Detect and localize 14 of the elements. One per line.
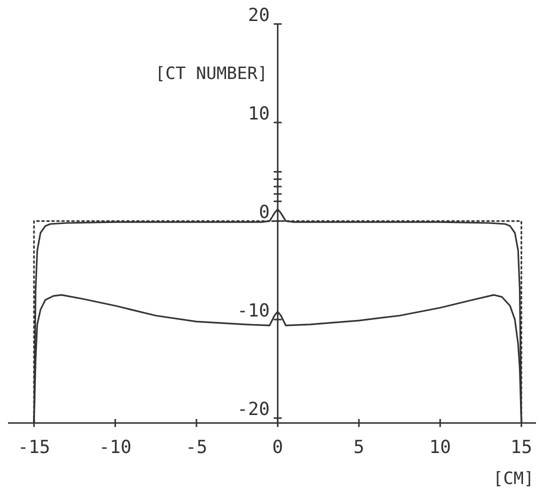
x-tick-label: 0 <box>272 437 284 458</box>
y-axis-title: [CT NUMBER] <box>155 64 268 84</box>
x-tick-label: -5 <box>186 437 208 458</box>
y-tick-label: 10 <box>248 104 270 125</box>
x-tick-label: 15 <box>510 437 532 458</box>
x-tick-label: 5 <box>353 437 364 458</box>
y-tick-label: -10 <box>237 300 270 322</box>
y-tick-label: 0 <box>258 202 270 224</box>
y-tick-label: -20 <box>237 399 270 420</box>
x-axis-title: [CM] <box>493 469 534 489</box>
x-tick-label: 10 <box>429 437 451 458</box>
y-tick-label: 20 <box>248 5 270 26</box>
x-tick-label: -10 <box>98 437 132 458</box>
x-tick-label: -15 <box>18 437 50 458</box>
